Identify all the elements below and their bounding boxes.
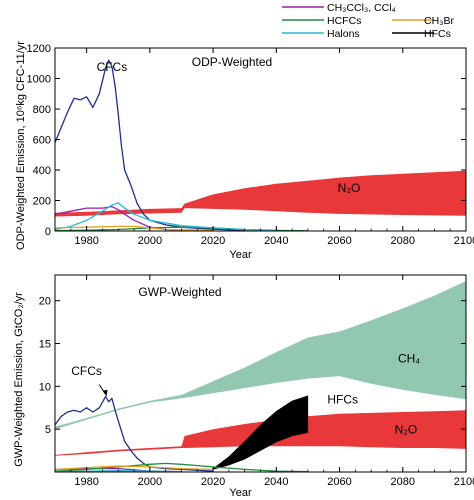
x-tick-label: 2020 — [201, 235, 225, 247]
y-axis-label: ODP-Weighted Emission, 10⁶kg CFC-11/yr — [15, 41, 27, 250]
y-tick-label: 800 — [33, 104, 51, 116]
x-tick-label: 2080 — [391, 476, 415, 488]
y-axis-label: GWP-Weighted Emission, GtCO₂/yr — [13, 292, 25, 467]
plot-area — [55, 281, 466, 472]
y-tick-label: 20 — [39, 296, 51, 308]
x-tick-label: 2000 — [138, 476, 162, 488]
y-tick-label: 1200 — [27, 43, 51, 55]
annotation-ch: CH₄ — [398, 351, 420, 365]
x-tick-label: 2040 — [264, 235, 288, 247]
series-line-cfcs — [55, 395, 214, 472]
band-n-o-0 — [55, 208, 182, 217]
y-tick-label: 200 — [33, 196, 51, 208]
cfcs-arrow-head — [102, 389, 108, 396]
legend-label-halons: Halons — [327, 28, 360, 40]
x-tick-label: 1980 — [74, 476, 98, 488]
y-tick-label: 10 — [39, 381, 51, 393]
panel-title: GWP-Weighted — [138, 285, 221, 299]
x-tick-label: 2020 — [201, 476, 225, 488]
annotation-cfcs: CFCs — [71, 364, 102, 378]
annotation-n-o: N₂O — [338, 181, 361, 195]
plot-area — [55, 59, 466, 231]
y-tick-label: 400 — [33, 165, 51, 177]
x-tick-label: 2060 — [327, 235, 351, 247]
legend-label-ch-ccl-ccl: CH₃CCl₃, CCl₄ — [327, 2, 396, 14]
x-axis-label: Year — [229, 249, 252, 261]
x-tick-label: 1980 — [74, 235, 98, 247]
y-tick-label: 600 — [33, 135, 51, 147]
annotation-hfcs: HFCs — [327, 392, 358, 406]
panel-title: ODP-Weighted — [192, 55, 272, 69]
y-tick-label: 15 — [39, 339, 51, 351]
band-n-o-1 — [181, 170, 466, 216]
y-tick-label: 0 — [45, 226, 51, 238]
band-ch-0 — [55, 281, 466, 430]
band-n-o-1 — [55, 446, 182, 456]
x-axis-label: Year — [229, 487, 252, 499]
y-tick-label: 5 — [45, 424, 51, 436]
annotation-n-o: N₂O — [395, 422, 418, 436]
x-tick-label: 2000 — [138, 235, 162, 247]
band-n-o-2 — [181, 410, 466, 449]
x-tick-label: 2040 — [264, 476, 288, 488]
band-hfcs-3 — [212, 395, 309, 470]
series-line-ch-br — [55, 465, 214, 471]
annotation-cfcs: CFCs — [97, 60, 128, 74]
x-tick-label: 2080 — [391, 235, 415, 247]
legend-label-ch-br: CH₃Br — [424, 15, 454, 27]
series-line-ch-br — [55, 225, 214, 231]
legend-label-hfcs: HFCs — [424, 28, 451, 40]
legend-label-hcfcs: HCFCs — [327, 15, 361, 27]
x-tick-label: 2060 — [327, 476, 351, 488]
y-tick-label: 1000 — [27, 74, 51, 86]
